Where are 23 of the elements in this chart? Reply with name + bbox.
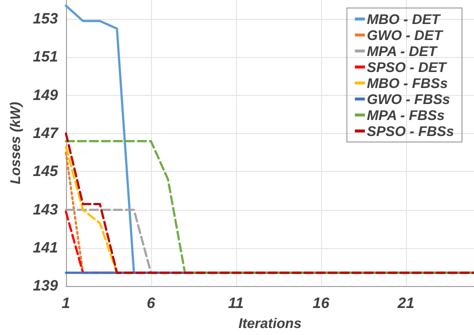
legend-label: GWO - FBSs [366,91,450,107]
y-tick-label: 149 [32,86,59,104]
x-tick-label: 6 [146,295,156,312]
y-tick-label: 147 [32,125,59,142]
x-tick-label: 16 [312,295,330,312]
legend-label: GWO - DET [366,27,444,43]
y-axis-title: Losses (kW) [7,101,23,184]
y-tick-label: 153 [32,10,59,28]
x-tick-label: 1 [62,295,70,312]
x-axis-title: Iterations [238,315,302,331]
legend-label: MBO - FBSs [366,75,448,91]
y-tick-label: 145 [32,163,59,180]
legend-label: MBO - DET [366,11,442,27]
legend-label: SPSO - FBSs [366,123,454,139]
x-tick-label: 11 [228,295,244,312]
legend-label: MPA - FBSs [366,107,445,123]
legend-label: SPSO - DET [366,59,448,75]
x-tick-label: 21 [396,295,414,312]
y-tick-label: 139 [32,278,59,295]
y-tick-label: 151 [32,48,58,66]
legend-label: MPA - DET [366,43,438,59]
y-tick-label: 141 [32,239,58,256]
y-tick-label: 143 [32,201,59,218]
